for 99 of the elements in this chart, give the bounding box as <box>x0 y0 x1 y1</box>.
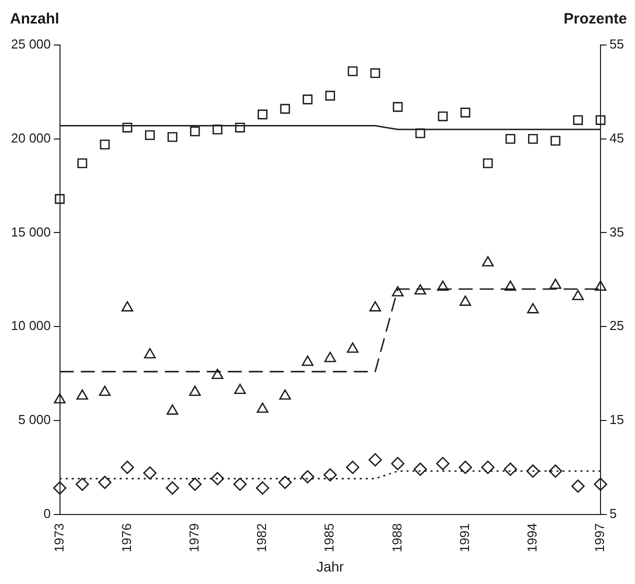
point <box>210 472 224 486</box>
point <box>504 462 518 476</box>
point <box>526 464 540 478</box>
y2-tick-label: 55 <box>610 36 624 52</box>
point <box>324 468 337 482</box>
point <box>189 386 201 396</box>
point <box>278 476 292 490</box>
point <box>368 453 382 466</box>
x-tick-label: 1982 <box>254 523 270 552</box>
point <box>143 466 157 480</box>
point <box>594 478 608 491</box>
x-tick-label: 1991 <box>456 523 472 552</box>
point <box>596 115 606 125</box>
point <box>370 68 380 78</box>
x-tick-label: 1979 <box>186 523 202 552</box>
point <box>369 301 382 312</box>
point <box>53 481 66 495</box>
point <box>120 460 134 474</box>
y2-axis-title: Prozente <box>564 10 627 28</box>
point <box>460 296 472 306</box>
point <box>302 94 313 104</box>
y-tick-label: 25 000 <box>10 36 51 52</box>
x-axis-title: Jahr <box>316 558 344 574</box>
point <box>122 301 134 312</box>
x-tick-label: 1976 <box>118 523 134 552</box>
point <box>460 108 470 118</box>
point <box>168 132 178 142</box>
point <box>324 352 336 362</box>
point <box>279 389 291 400</box>
point <box>190 126 200 136</box>
point <box>548 464 562 478</box>
x-tick-label: 1973 <box>51 523 66 552</box>
x-tick-label: 1994 <box>524 523 540 552</box>
point <box>528 134 538 144</box>
y2-tick-label: 45 <box>610 130 624 146</box>
point <box>482 158 493 168</box>
point <box>77 158 88 168</box>
point <box>233 478 247 491</box>
point <box>76 389 88 400</box>
y-tick-label: 5 000 <box>18 412 51 427</box>
point <box>458 460 472 474</box>
y-tick-label: 15 000 <box>10 224 51 240</box>
y-tick-label: 10 000 <box>10 318 51 334</box>
y2-tick-label: 35 <box>610 224 624 240</box>
point <box>258 110 268 120</box>
point <box>234 384 246 394</box>
point <box>212 124 222 134</box>
point <box>346 460 360 474</box>
point <box>98 386 111 396</box>
point <box>166 404 178 415</box>
y2-tick-label: 5 <box>610 506 617 521</box>
point <box>438 111 448 122</box>
point <box>550 278 562 289</box>
point <box>98 476 112 490</box>
point <box>145 130 155 140</box>
point <box>414 462 427 476</box>
point <box>256 481 270 495</box>
point <box>594 280 606 291</box>
point <box>122 122 132 132</box>
point <box>573 115 583 125</box>
point <box>325 90 336 101</box>
y2-tick-label: 25 <box>610 318 624 334</box>
point <box>527 303 539 314</box>
point <box>572 290 584 300</box>
y-tick-label: 0 <box>44 506 51 521</box>
point <box>100 140 110 150</box>
point <box>76 478 89 491</box>
point <box>348 66 358 76</box>
point <box>302 356 314 366</box>
point <box>436 280 449 291</box>
point <box>436 456 450 470</box>
point <box>280 104 290 114</box>
point <box>235 122 245 132</box>
point <box>415 128 426 138</box>
point <box>54 393 66 404</box>
x-tick-label: 1988 <box>389 523 404 552</box>
point <box>144 348 156 358</box>
point <box>571 479 585 493</box>
x-tick-label: 1985 <box>322 523 337 552</box>
point <box>482 256 494 266</box>
point <box>166 481 180 495</box>
y-axis-title: Anzahl <box>10 10 60 28</box>
x-tick-label: 1997 <box>592 523 608 552</box>
point <box>212 368 224 380</box>
point <box>54 194 65 204</box>
point <box>504 280 516 291</box>
y2-tick-label: 15 <box>610 412 624 427</box>
point <box>392 286 404 296</box>
point <box>256 402 268 413</box>
point <box>188 478 202 491</box>
point <box>391 456 404 470</box>
point <box>481 460 495 474</box>
point <box>346 342 359 353</box>
point <box>550 136 560 146</box>
point <box>392 102 403 112</box>
y-tick-label: 20 000 <box>10 130 51 146</box>
point <box>506 134 516 144</box>
point <box>414 284 426 295</box>
point <box>300 470 314 484</box>
